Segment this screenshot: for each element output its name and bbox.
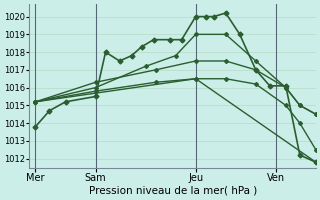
X-axis label: Pression niveau de la mer( hPa ): Pression niveau de la mer( hPa ) [89,186,257,196]
